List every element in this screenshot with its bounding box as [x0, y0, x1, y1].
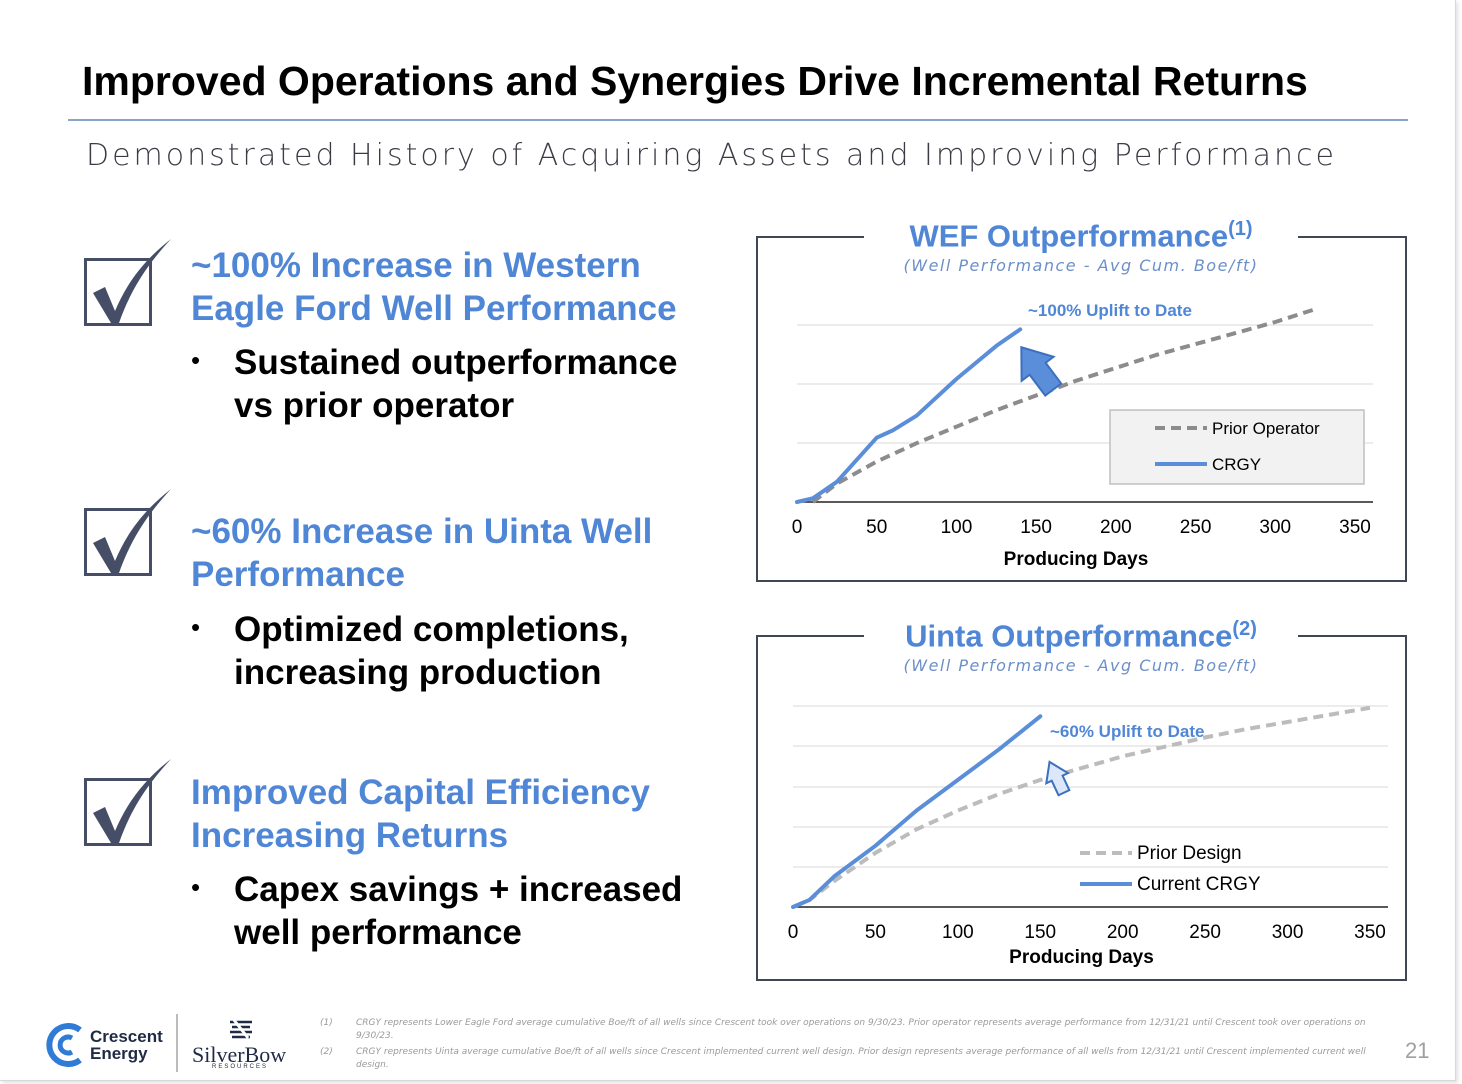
point-1-bullet-line-1: Sustained outperformance [234, 343, 678, 382]
silverbow-logo-icon [230, 1019, 252, 1039]
x-tick-label: 250 [1189, 922, 1221, 943]
point-1-heading: ~100% Increase in Western Eagle Ford Wel… [191, 244, 677, 330]
footnote-2-number: (2) [320, 1047, 333, 1057]
legend-label: CRGY [1212, 455, 1261, 474]
x-tick-label: 50 [865, 922, 886, 943]
wef-chart-title: WEF Outperformance(1) [909, 218, 1253, 254]
silverbow-logo-subtext: RESOURCES [212, 1064, 269, 1070]
uinta-chart-header: Uinta Outperformance(2) (Well Performanc… [864, 618, 1298, 676]
point-1-heading-line-2: Eagle Ford Well Performance [191, 289, 677, 328]
footnote-1-text: CRGY represents Lower Eagle Ford average… [356, 1018, 1366, 1041]
point-3-heading-line-1: Improved Capital Efficiency [191, 773, 651, 812]
point-2-bullet-line-2: increasing production [234, 653, 602, 692]
legend-label: Current CRGY [1137, 874, 1261, 895]
arrow-up-right-icon [1045, 760, 1071, 797]
x-tick-label: 300 [1272, 922, 1304, 943]
x-tick-label: 250 [1180, 517, 1212, 538]
uinta-chart-title: Uinta Outperformance(2) [905, 618, 1257, 654]
point-2-bullet-line-1: Optimized completions, [234, 610, 629, 649]
point-1-bullet-line-2: vs prior operator [234, 386, 515, 425]
crescent-logo-text: Crescent Energy [90, 1028, 163, 1062]
point-3-bullet: • Capex savings + increased well perform… [191, 868, 682, 954]
point-3-heading-line-2: Increasing Returns [191, 816, 509, 855]
arrow-up-right-icon [1020, 345, 1063, 397]
series-line-crgy [795, 327, 1023, 504]
footer-divider [176, 1014, 178, 1072]
x-tick-label: 50 [866, 517, 887, 538]
point-3-bullet-line-2: well performance [234, 913, 522, 952]
x-axis-label: Producing Days [1009, 947, 1154, 968]
legend-label: Prior Operator [1212, 419, 1320, 438]
checkbox-checked-icon [84, 239, 171, 326]
x-tick-label: 350 [1354, 922, 1386, 943]
crescent-logo-icon [46, 1023, 82, 1067]
x-tick-label: 0 [792, 517, 803, 538]
page-number: 21 [1405, 1038, 1430, 1063]
checkbox-checked-icon [84, 759, 171, 846]
series-line-prior-operator [811, 307, 1316, 504]
bullet-dot: • [191, 612, 201, 642]
x-tick-label: 150 [1020, 517, 1052, 538]
wef-chart-header: WEF Outperformance(1) (Well Performance … [864, 218, 1298, 276]
uinta-chart-subtitle: (Well Performance - Avg Cum. Boe/ft) [903, 656, 1259, 676]
x-tick-label: 100 [942, 922, 974, 943]
point-2-heading-line-2: Performance [191, 555, 405, 594]
legend-label: Prior Design [1137, 843, 1242, 864]
point-1-bullet: • Sustained outperformance vs prior oper… [191, 341, 677, 427]
x-tick-label: 200 [1107, 922, 1139, 943]
uplift-annotation: ~100% Uplift to Date [1028, 301, 1192, 320]
point-3-bullet-line-1: Capex savings + increased [234, 870, 683, 909]
bullet-dot: • [191, 872, 201, 902]
x-tick-label: 0 [788, 922, 799, 943]
uinta-chart-frame [756, 635, 1407, 981]
x-tick-label: 200 [1100, 517, 1132, 538]
crescent-logo-line-2: Energy [90, 1044, 148, 1063]
x-tick-label: 300 [1259, 517, 1291, 538]
point-1-heading-line-1: ~100% Increase in Western [191, 246, 641, 285]
point-2-bullet: • Optimized completions, increasing prod… [191, 608, 629, 694]
title-divider [68, 119, 1408, 121]
x-tick-label: 350 [1339, 517, 1371, 538]
slide-subtitle: Demonstrated History of Acquiring Assets… [86, 138, 1337, 173]
legend-box [1109, 409, 1365, 485]
x-tick-label: 100 [941, 517, 973, 538]
series-line-current-crgy [791, 714, 1043, 909]
x-tick-label: 150 [1024, 922, 1056, 943]
series-line-prior-design [792, 705, 1371, 909]
point-2-heading: ~60% Increase in Uinta Well Performance [191, 510, 652, 596]
checkbox-checked-icon [84, 489, 171, 576]
uplift-annotation: ~60% Uplift to Date [1050, 722, 1204, 741]
crescent-logo-line-1: Crescent [90, 1027, 163, 1046]
slide-title: Improved Operations and Synergies Drive … [82, 58, 1308, 104]
silverbow-logo-text: SilverBow [192, 1042, 287, 1067]
point-3-heading: Improved Capital Efficiency Increasing R… [191, 771, 650, 857]
footnote-1-number: (1) [320, 1018, 333, 1028]
wef-chart-subtitle: (Well Performance - Avg Cum. Boe/ft) [903, 256, 1259, 276]
bullet-dot: • [191, 345, 201, 375]
footnote-2-text: CRGY represents Uinta average cumulative… [356, 1047, 1366, 1070]
point-2-heading-line-1: ~60% Increase in Uinta Well [191, 512, 653, 551]
x-axis-label: Producing Days [1004, 549, 1149, 570]
